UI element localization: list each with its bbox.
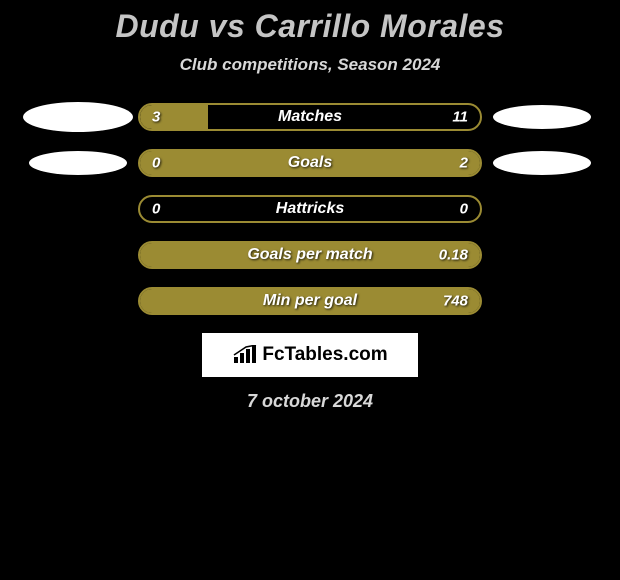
comparison-widget: Dudu vs Carrillo Morales Club competitio… (0, 0, 620, 412)
stat-row: 0 Hattricks 0 (0, 195, 620, 223)
chart-icon (232, 345, 258, 365)
stat-bar: Goals per match 0.18 (138, 241, 482, 269)
ellipse-icon (493, 151, 591, 175)
stat-bar: 0 Goals 2 (138, 149, 482, 177)
stat-bar: 0 Hattricks 0 (138, 195, 482, 223)
stat-label: Matches (278, 108, 342, 126)
subtitle: Club competitions, Season 2024 (0, 55, 620, 75)
logo-box: FcTables.com (202, 333, 418, 377)
right-value: 11 (452, 109, 468, 126)
stat-bar: Min per goal 748 (138, 287, 482, 315)
stat-row: 3 Matches 11 (0, 103, 620, 131)
stat-label: Hattricks (276, 200, 344, 218)
right-value: 0.18 (439, 247, 468, 264)
stat-row: 0 Goals 2 (0, 149, 620, 177)
bar-fill-left (140, 105, 208, 129)
right-value: 0 (460, 201, 468, 218)
ellipse-icon (493, 105, 591, 129)
right-decoration (482, 105, 602, 129)
stat-rows: 3 Matches 11 0 Goals 2 0 Hattricks 0 Goals per ma… (0, 103, 620, 315)
stat-bar: 3 Matches 11 (138, 103, 482, 131)
date-label: 7 october 2024 (0, 391, 620, 412)
page-title: Dudu vs Carrillo Morales (0, 8, 620, 45)
logo-text: FcTables.com (262, 344, 387, 366)
left-value: 0 (152, 155, 160, 172)
right-decoration (482, 151, 602, 175)
right-value: 2 (460, 155, 468, 172)
left-decoration (18, 151, 138, 175)
stat-label: Goals (288, 154, 332, 172)
ellipse-icon (23, 102, 133, 132)
stat-row: Min per goal 748 (0, 287, 620, 315)
right-value: 748 (443, 293, 468, 310)
stat-row: Goals per match 0.18 (0, 241, 620, 269)
ellipse-icon (29, 151, 127, 175)
left-value: 3 (152, 109, 160, 126)
stat-label: Goals per match (247, 246, 372, 264)
left-decoration (18, 102, 138, 132)
left-value: 0 (152, 201, 160, 218)
stat-label: Min per goal (263, 292, 357, 310)
